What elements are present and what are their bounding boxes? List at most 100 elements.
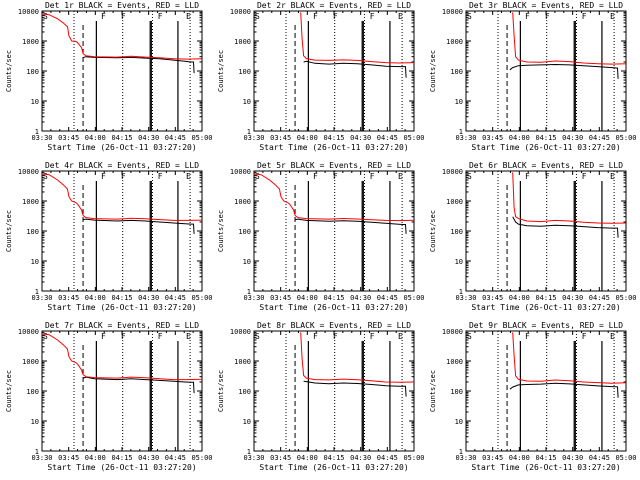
y-axis-label: Counts/sec (217, 210, 225, 252)
marker-f: F (525, 172, 530, 181)
panel-det2: Det 2r BLACK = Events, RED = LLD Counts/s… (217, 1, 425, 152)
x-tick-label: 04:15 (111, 294, 132, 302)
y-axis-label: Counts/sec (429, 370, 437, 412)
marker-s: S (467, 332, 472, 341)
x-axis-label: Start Time (26-Oct-11 03:27:20) (259, 463, 408, 472)
x-tick-label: 04:00 (85, 454, 106, 462)
series-lld (41, 13, 203, 60)
y-tick-label: 100 (450, 388, 463, 396)
y-tick-label: 10 (31, 418, 39, 426)
x-tick-label: 03:30 (31, 294, 52, 302)
x-axis-label: Start Time (26-Oct-11 03:27:20) (47, 143, 196, 152)
x-tick-label: 04:30 (350, 294, 371, 302)
series-events (295, 218, 407, 234)
series-events (512, 216, 619, 238)
y-tick-label: 1 (35, 128, 39, 136)
y-tick-label: 10000 (442, 8, 463, 16)
series-events (303, 60, 407, 78)
plot-title: Det 6r BLACK = Events, RED = LLD (469, 161, 623, 170)
y-tick-label: 1000 (22, 38, 39, 46)
x-tick-label: 04:15 (323, 134, 344, 142)
marker-f: F (333, 172, 338, 181)
y-tick-label: 10 (455, 98, 463, 106)
x-tick-label: 05:00 (403, 454, 424, 462)
x-tick-label: 03:30 (455, 134, 476, 142)
x-tick-label: 05:00 (403, 134, 424, 142)
x-tick-label: 04:15 (535, 294, 556, 302)
x-tick-label: 04:45 (377, 454, 398, 462)
y-axis-label: Counts/sec (217, 50, 225, 92)
y-tick-label: 10000 (230, 328, 251, 336)
x-axis-label: Start Time (26-Oct-11 03:27:20) (259, 143, 408, 152)
marker-f: F (101, 172, 106, 181)
x-tick-label: 04:15 (323, 294, 344, 302)
series-lld (253, 173, 415, 222)
x-axis-label: Start Time (26-Oct-11 03:27:20) (471, 143, 620, 152)
y-tick-label: 1000 (446, 38, 463, 46)
series-lld (300, 332, 415, 383)
y-tick-label: 100 (238, 228, 251, 236)
x-tick-label: 04:45 (165, 134, 186, 142)
y-tick-label: 1000 (22, 358, 39, 366)
panel-det4: Det 4r BLACK = Events, RED = LLD Counts/s… (5, 161, 213, 312)
panel-det8: Det 8r BLACK = Events, RED = LLD Counts/s… (217, 321, 425, 472)
x-tick-label: 03:30 (31, 134, 52, 142)
x-tick-label: 04:00 (85, 134, 106, 142)
x-tick-label: 04:00 (509, 294, 530, 302)
series-lld (41, 333, 203, 381)
x-tick-label: 05:00 (191, 294, 212, 302)
marker-f: F (370, 332, 375, 341)
y-tick-label: 100 (450, 68, 463, 76)
x-tick-label: 04:00 (509, 454, 530, 462)
marker-f: F (545, 12, 550, 21)
y-tick-label: 10000 (18, 8, 39, 16)
y-axis-label: Counts/sec (217, 370, 225, 412)
marker-s: S (255, 332, 260, 341)
marker-f: F (545, 332, 550, 341)
x-tick-label: 03:45 (58, 134, 79, 142)
y-tick-label: 100 (26, 228, 39, 236)
y-tick-label: 100 (238, 388, 251, 396)
marker-f: F (582, 12, 587, 21)
marker-e: E (398, 12, 403, 21)
panel-det9: Det 9r BLACK = Events, RED = LLD Counts/s… (429, 321, 637, 472)
y-tick-label: 100 (238, 68, 251, 76)
marker-s: S (43, 172, 48, 181)
y-tick-label: 10 (243, 258, 251, 266)
x-tick-label: 03:45 (270, 294, 291, 302)
x-tick-label: 04:30 (138, 134, 159, 142)
x-tick-label: 04:00 (297, 454, 318, 462)
x-tick-label: 04:30 (562, 454, 583, 462)
marker-f: F (121, 332, 126, 341)
y-axis-label: Counts/sec (429, 210, 437, 252)
panel-det7: Det 7r BLACK = Events, RED = LLD Counts/s… (5, 321, 213, 472)
y-tick-label: 100 (450, 228, 463, 236)
x-tick-label: 05:00 (191, 454, 212, 462)
plot-title: Det 2r BLACK = Events, RED = LLD (257, 1, 411, 10)
plot-title: Det 7r BLACK = Events, RED = LLD (45, 321, 199, 330)
series-lld (300, 12, 415, 64)
y-axis-label: Counts/sec (5, 50, 13, 92)
y-axis-label: Counts/sec (5, 210, 13, 252)
marker-s: S (255, 172, 260, 181)
x-tick-label: 03:30 (243, 294, 264, 302)
panel-det3: Det 3r BLACK = Events, RED = LLD Counts/s… (429, 1, 637, 152)
x-axis-label: Start Time (26-Oct-11 03:27:20) (47, 463, 196, 472)
marker-f: F (158, 12, 163, 21)
marker-s: S (43, 332, 48, 341)
x-tick-label: 04:45 (377, 294, 398, 302)
marker-f: F (333, 332, 338, 341)
x-tick-label: 05:00 (403, 294, 424, 302)
y-tick-label: 1000 (234, 358, 251, 366)
x-tick-label: 05:00 (615, 454, 636, 462)
marker-e: E (398, 332, 403, 341)
y-tick-label: 1 (459, 128, 463, 136)
marker-e: E (610, 12, 615, 21)
y-tick-label: 1 (35, 448, 39, 456)
marker-s: S (467, 12, 472, 21)
x-tick-label: 03:30 (455, 454, 476, 462)
x-tick-label: 04:00 (509, 134, 530, 142)
y-tick-label: 10000 (442, 168, 463, 176)
series-events (303, 380, 407, 397)
x-tick-label: 03:30 (31, 454, 52, 462)
